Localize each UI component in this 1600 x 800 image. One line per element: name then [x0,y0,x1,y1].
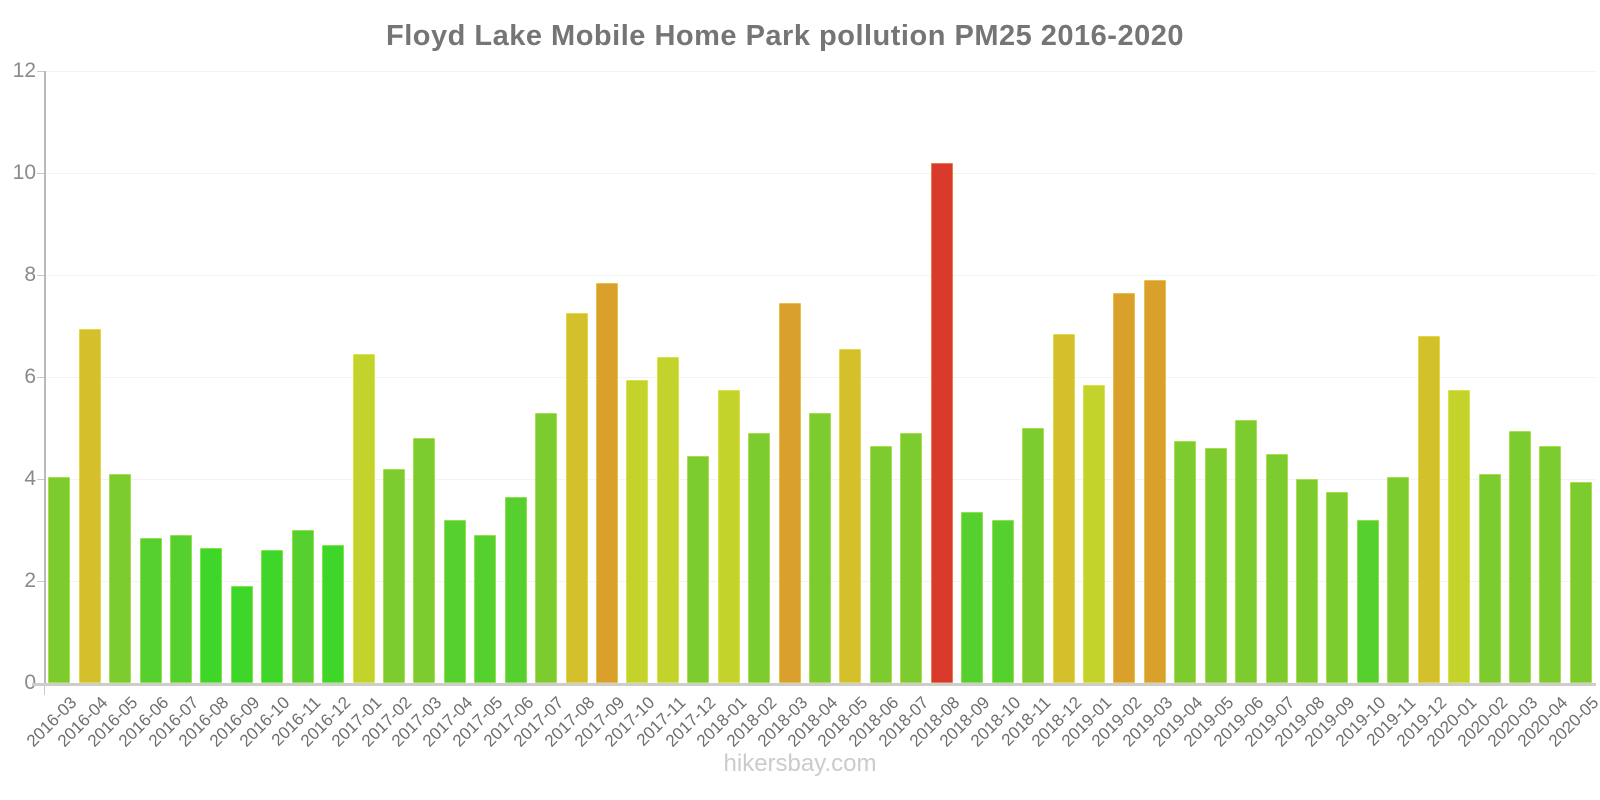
bar-2018-11 [1022,428,1044,683]
y-tick-label-8: 8 [24,263,36,286]
bar-2019-08 [1295,479,1318,683]
y-axis-tick [37,377,44,378]
bar-2016-03 [48,476,71,683]
bar-2018-09 [961,512,984,683]
bar-2017-10 [626,379,649,683]
bar-2020-04 [1539,445,1562,684]
bar-2019-06 [1235,420,1257,683]
y-tick-label-4: 4 [24,467,36,490]
bar-2016-10 [261,550,284,683]
x-axis-start-tick [44,686,45,695]
bar-2018-03 [778,303,801,683]
bar-2019-02 [1113,292,1136,683]
bar-2017-07 [535,412,558,683]
y-axis-tick [37,173,44,174]
y-tick-label-2: 2 [24,569,36,592]
bar-2018-07 [900,433,923,683]
bar-2017-06 [504,496,527,684]
bar-2016-04 [78,328,101,683]
chart-title: Floyd Lake Mobile Home Park pollution PM… [386,20,1184,52]
gridline-y-8 [44,275,1596,276]
bar-2017-05 [474,535,497,683]
y-axis-tick [37,275,44,276]
bar-2018-06 [869,445,892,684]
bar-2017-01 [352,354,375,683]
bar-2018-04 [809,412,831,683]
bar-2018-01 [717,389,740,684]
bar-2017-09 [596,282,618,683]
bar-2020-03 [1508,430,1531,683]
bar-2017-08 [565,313,588,684]
bar-2019-11 [1387,476,1410,683]
bar-2019-04 [1174,440,1197,684]
bar-2016-08 [200,547,223,684]
y-tick-label-10: 10 [12,161,36,184]
y-axis-tick [37,71,44,72]
bar-2017-11 [656,356,679,683]
bar-2018-05 [839,348,862,683]
bar-2017-12 [687,456,710,683]
y-axis-line [44,71,46,686]
bar-2017-04 [443,519,466,683]
gridline-y-6 [44,377,1596,378]
y-axis-tick [37,479,44,480]
bar-2019-05 [1204,448,1227,683]
bar-2019-09 [1326,491,1349,684]
bar-2020-01 [1448,389,1471,684]
y-axis-tick [37,581,44,582]
bar-2016-11 [291,530,314,683]
gridline-y-10 [44,173,1596,174]
bar-2019-12 [1417,336,1440,683]
bar-2018-12 [1052,333,1075,683]
bar-2016-07 [169,535,192,683]
bar-2019-03 [1143,280,1166,683]
bar-2019-07 [1265,453,1288,683]
bar-2017-03 [413,438,436,683]
bar-2017-02 [383,468,405,683]
gridline-y-12 [44,71,1596,72]
watermark: hikersbay.com [723,750,877,777]
bar-2020-05 [1569,481,1592,683]
y-tick-label-6: 6 [24,365,36,388]
y-tick-label-0: 0 [24,671,36,694]
bar-2016-05 [109,473,132,683]
bar-2018-10 [991,519,1014,683]
bar-2018-02 [748,433,771,683]
bar-2020-02 [1478,473,1501,683]
bar-2019-10 [1356,519,1379,683]
x-axis-line [32,683,1596,686]
bar-2016-09 [230,586,253,683]
y-tick-label-12: 12 [12,59,36,82]
bar-2019-01 [1082,384,1105,683]
bar-2018-08 [930,162,953,683]
bar-2016-12 [322,545,345,683]
bar-2016-06 [139,537,162,683]
